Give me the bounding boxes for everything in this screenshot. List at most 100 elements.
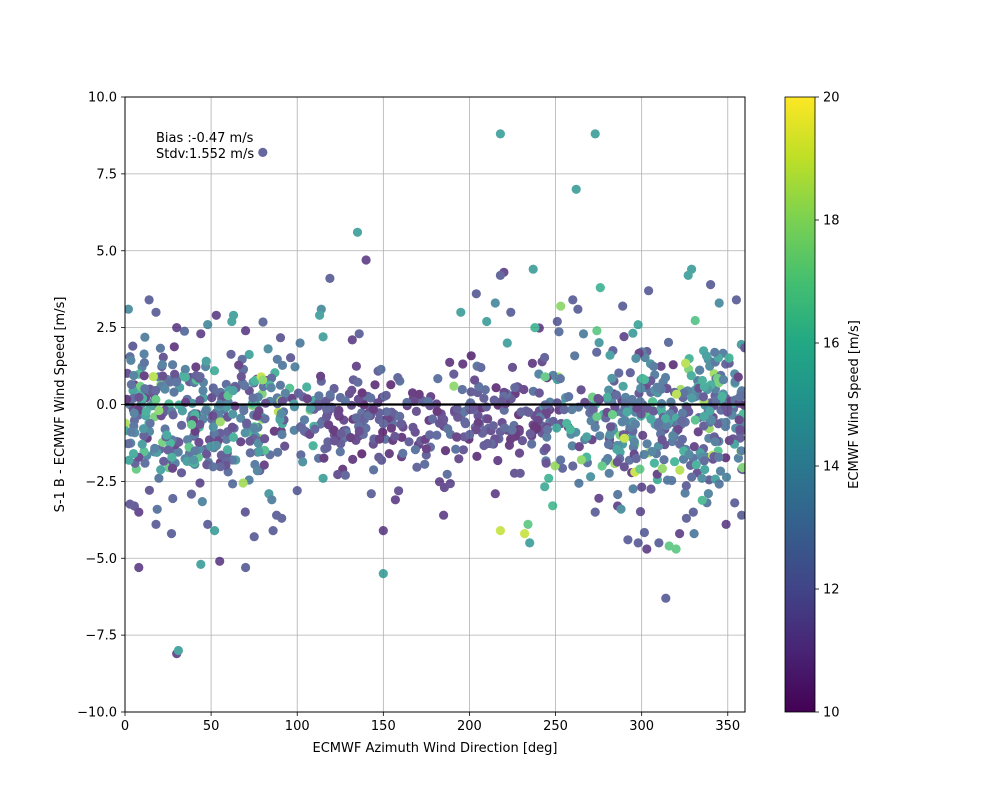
scatter-point [183, 435, 193, 445]
scatter-point [638, 430, 648, 440]
scatter-point [507, 362, 518, 372]
scatter-point [152, 504, 162, 514]
scatter-point [434, 418, 445, 428]
scatter-point [139, 446, 149, 457]
scatter-point [661, 593, 671, 603]
scatter-point [590, 129, 600, 139]
scatter-point [675, 465, 685, 475]
scatter-point [595, 431, 605, 441]
scatter-point [126, 427, 136, 437]
scatter-point [542, 432, 552, 442]
scatter-point [449, 381, 459, 391]
x-tick-label: 0 [121, 719, 129, 734]
scatter-point [336, 428, 346, 439]
scatter-point [239, 405, 249, 416]
scatter-point [720, 401, 730, 412]
scatter-point [619, 332, 629, 342]
scatter-point [347, 385, 357, 395]
x-tick-label: 250 [543, 719, 568, 734]
scatter-point [559, 405, 569, 415]
scatter-point [261, 398, 271, 408]
scatter-point [724, 435, 734, 446]
y-tick-label: 5.0 [96, 244, 117, 259]
scatter-point [552, 398, 562, 408]
scatter-point [258, 147, 268, 157]
scatter-point [196, 329, 206, 339]
scatter-point [502, 338, 512, 348]
scatter-point [675, 529, 685, 539]
scatter-point [668, 360, 678, 370]
scatter-point [677, 416, 687, 426]
scatter-point [602, 392, 612, 402]
scatter-point [679, 388, 689, 398]
scatter-point [578, 329, 589, 339]
scatter-point [280, 441, 290, 451]
scatter-point [552, 316, 562, 327]
scatter-point [299, 415, 310, 425]
scatter-point [280, 388, 290, 398]
y-axis-label: S-1 B - ECMWF Wind Speed [m/s] [53, 297, 68, 513]
scatter-point [603, 439, 614, 449]
scatter-point [125, 439, 133, 449]
scatter-point [618, 301, 628, 311]
scatter-point [201, 449, 212, 459]
scatter-point [227, 422, 237, 432]
colorbar-tick-label: 16 [823, 337, 840, 352]
scatter-point [510, 383, 520, 393]
scatter-point [273, 447, 283, 457]
scatter-point [329, 436, 340, 446]
scatter-point [374, 434, 384, 444]
scatter-point [456, 307, 466, 317]
scatter-point [493, 455, 503, 466]
scatter-point [245, 448, 255, 458]
scatter-point [721, 453, 731, 463]
scatter-point [519, 384, 529, 395]
scatter-point [144, 295, 154, 305]
scatter-point [325, 390, 335, 400]
scatter-point [180, 372, 190, 382]
scatter-point [125, 394, 132, 404]
scatter-point [258, 317, 268, 327]
scatter-point [381, 390, 391, 400]
scatter-point [340, 396, 350, 406]
scatter-point [286, 353, 296, 363]
scatter-point [242, 418, 252, 428]
scatter-point [686, 371, 696, 381]
scatter-point [139, 371, 149, 381]
scatter-point [335, 447, 345, 457]
scatter-points [125, 129, 745, 659]
scatter-point [176, 468, 187, 478]
scatter-point [189, 455, 199, 465]
scatter-point [377, 455, 387, 465]
scatter-point [208, 422, 218, 432]
scatter-point [629, 437, 640, 447]
scatter-point [298, 457, 308, 467]
scatter-point [421, 444, 431, 454]
scatter-point [191, 362, 201, 372]
scatter-point [187, 420, 197, 430]
scatter-point [653, 418, 663, 428]
scatter-point [571, 184, 581, 194]
scatter-point [376, 364, 386, 374]
scatter-point [226, 349, 236, 359]
scatter-point [528, 264, 538, 274]
scatter-point [260, 414, 270, 424]
scatter-point [718, 375, 729, 385]
scatter-point [177, 406, 187, 416]
scatter-point [660, 413, 671, 424]
scatter-point [354, 426, 364, 436]
scatter-point [172, 323, 182, 333]
scatter-point [490, 298, 500, 308]
scatter-point [393, 373, 403, 383]
scatter-point [642, 403, 653, 413]
scatter-point [168, 410, 178, 420]
scatter-point [180, 397, 191, 407]
scatter-point [714, 479, 724, 489]
scatter-point [612, 444, 622, 454]
scatter-point [378, 427, 388, 437]
scatter-point [368, 404, 378, 414]
scatter-point [586, 472, 596, 482]
scatter-point [134, 562, 144, 573]
scatter-point [637, 482, 647, 492]
scatter-point [370, 380, 380, 390]
